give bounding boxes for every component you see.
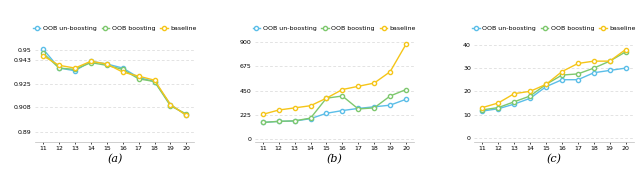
Legend: OOB un-boosting, OOB boosting, baseline: OOB un-boosting, OOB boosting, baseline (33, 26, 196, 31)
X-axis label: (b): (b) (326, 154, 342, 164)
X-axis label: (c): (c) (547, 154, 561, 164)
X-axis label: (a): (a) (107, 154, 122, 164)
Legend: OOB un-boosting, OOB boosting, baseline: OOB un-boosting, OOB boosting, baseline (472, 26, 636, 31)
Legend: OOB un-boosting, OOB boosting, baseline: OOB un-boosting, OOB boosting, baseline (253, 26, 416, 31)
